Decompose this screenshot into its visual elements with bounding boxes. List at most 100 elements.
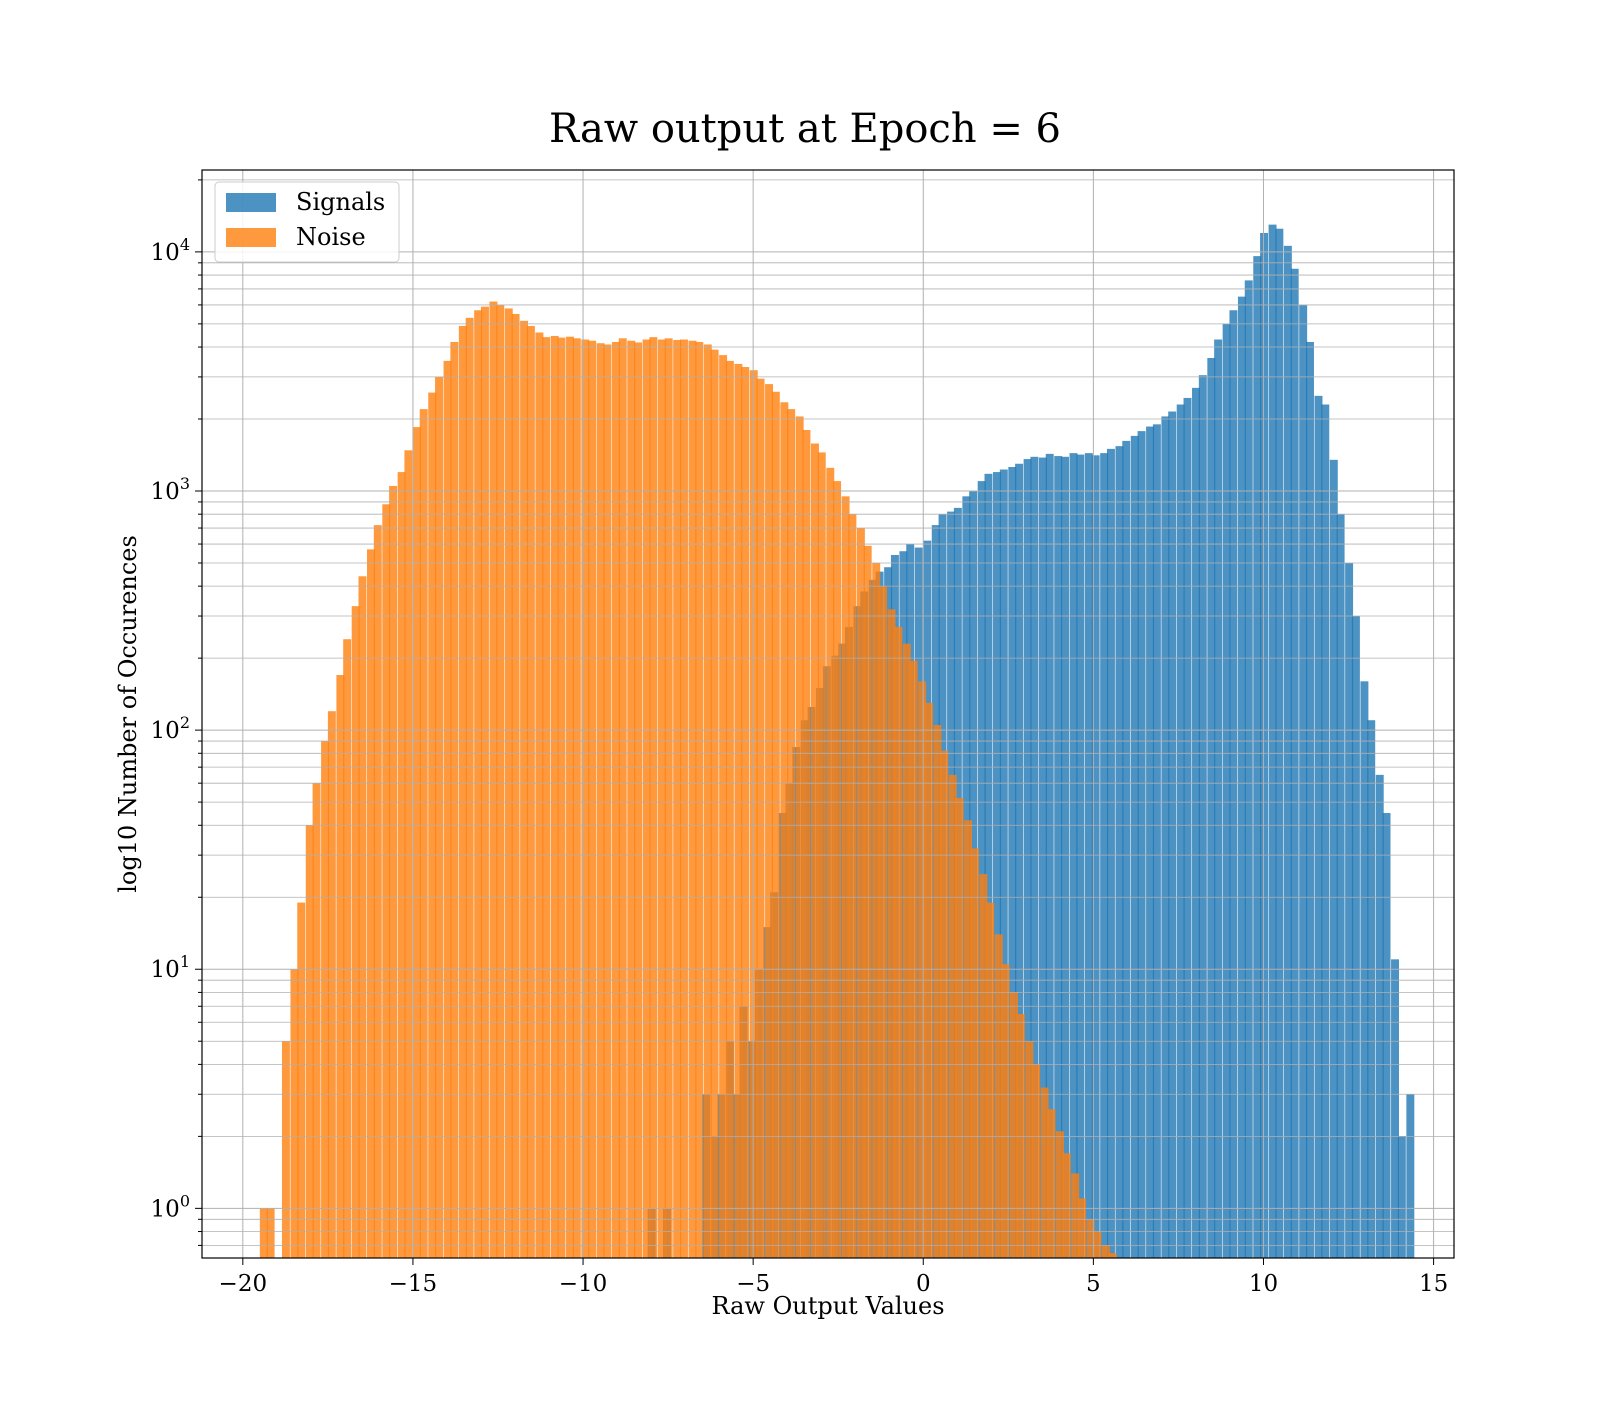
y-tick-label: 102	[151, 713, 190, 744]
noise-bar	[343, 639, 352, 1258]
noise-bar	[780, 402, 789, 1258]
noise-bar	[680, 339, 688, 1258]
noise-bar	[710, 349, 719, 1258]
noise-bar	[872, 562, 881, 1258]
noise-bar	[312, 783, 321, 1258]
noise-bar	[741, 367, 750, 1258]
noise-bar	[336, 675, 345, 1258]
signals-bar	[1329, 459, 1338, 1259]
noise-bar	[802, 429, 811, 1259]
noise-bar	[657, 339, 666, 1258]
noise-bar	[1062, 1153, 1071, 1258]
noise-bar	[305, 825, 314, 1258]
noise-bar	[634, 342, 643, 1259]
axes-frame	[201, 169, 1455, 1259]
noise-bar	[511, 313, 520, 1259]
noise-bar	[787, 409, 796, 1258]
signals-bar	[1237, 296, 1246, 1258]
signals-bar	[1106, 448, 1115, 1258]
noise-bar	[833, 481, 842, 1259]
x-tick-label: −20	[219, 1271, 268, 1297]
signals-bar	[1283, 245, 1292, 1258]
x-tick-label: −15	[389, 1271, 438, 1297]
signals-bar	[1084, 453, 1093, 1258]
noise-bar	[1010, 992, 1018, 1258]
noise-bar	[367, 549, 375, 1258]
y-tick-label: 101	[151, 952, 190, 983]
noise-bar	[450, 341, 459, 1259]
signals-bar	[1192, 387, 1200, 1259]
signals-bar	[1222, 323, 1231, 1258]
y-tick-label: 103	[151, 474, 190, 505]
noise-bar	[1108, 1253, 1117, 1258]
signals-bar	[1260, 232, 1269, 1259]
chart-title: Raw output at Epoch = 6	[549, 106, 1061, 152]
noise-bar	[266, 1208, 275, 1258]
noise-bar	[358, 576, 367, 1258]
signals-bar	[1122, 440, 1131, 1258]
noise-bar	[894, 626, 903, 1258]
noise-bar	[649, 337, 658, 1258]
noise-bar	[749, 370, 758, 1259]
signals-bar	[1054, 456, 1063, 1258]
noise-bar	[389, 485, 398, 1258]
noise-bar	[826, 467, 835, 1259]
noise-bar	[955, 798, 964, 1258]
x-tick-label: 10	[1249, 1271, 1278, 1297]
signals-bar	[1091, 455, 1100, 1258]
signals-bar	[1229, 310, 1238, 1258]
y-axis-label: log10 Number of Occurences	[114, 535, 142, 893]
noise-bar	[642, 339, 651, 1258]
legend: Signals Noise	[214, 181, 400, 263]
noise-bar	[550, 335, 559, 1259]
signals-bar	[1375, 774, 1384, 1258]
noise-bar	[611, 341, 620, 1259]
noise-bar	[419, 409, 428, 1258]
signals-bar	[1244, 280, 1253, 1258]
signals-bar	[1030, 456, 1039, 1258]
signals-bar	[1367, 720, 1376, 1258]
noise-bar	[1055, 1131, 1064, 1258]
noise-bar	[259, 1208, 268, 1258]
noise-bar	[618, 338, 627, 1258]
plot-area	[201, 169, 1455, 1259]
signals-bar	[1137, 431, 1146, 1258]
signals-bar	[1146, 426, 1155, 1258]
signals-bar	[977, 481, 986, 1259]
noise-bar	[566, 336, 574, 1258]
noise-bar	[496, 304, 505, 1258]
x-tick-label: −5	[736, 1271, 770, 1297]
signals-bar	[1168, 411, 1177, 1258]
signals-bar	[1253, 256, 1262, 1258]
signals-bar	[1100, 453, 1109, 1258]
noise-bar	[542, 337, 551, 1258]
signals-bar	[1391, 959, 1400, 1258]
noise-bar	[940, 750, 949, 1258]
legend-label-noise: Noise	[296, 223, 366, 251]
noise-bar	[695, 341, 704, 1259]
signals-bar	[1069, 453, 1078, 1258]
signals-bar	[1382, 813, 1391, 1258]
signals-bar	[1115, 446, 1124, 1258]
signals-bar	[1345, 562, 1354, 1258]
signals-bar	[1314, 395, 1323, 1259]
noise-bar	[879, 586, 887, 1258]
noise-bar	[933, 725, 942, 1258]
signals-bar	[1351, 616, 1360, 1258]
signals-bar	[1290, 268, 1299, 1258]
signals-bar	[1183, 397, 1192, 1258]
noise-bar	[489, 301, 498, 1258]
noise-bar	[688, 340, 697, 1258]
noise-bar	[627, 340, 636, 1258]
signals-bar	[999, 469, 1008, 1258]
noise-bar	[856, 528, 865, 1258]
noise-bar	[734, 363, 743, 1258]
x-tick-label: 15	[1419, 1271, 1448, 1297]
noise-bar	[964, 820, 973, 1258]
noise-bar	[557, 337, 566, 1258]
signals-bar	[1076, 454, 1085, 1259]
noise-bar	[986, 902, 995, 1258]
signals-bar	[1397, 1136, 1406, 1258]
noise-bar	[588, 340, 597, 1258]
